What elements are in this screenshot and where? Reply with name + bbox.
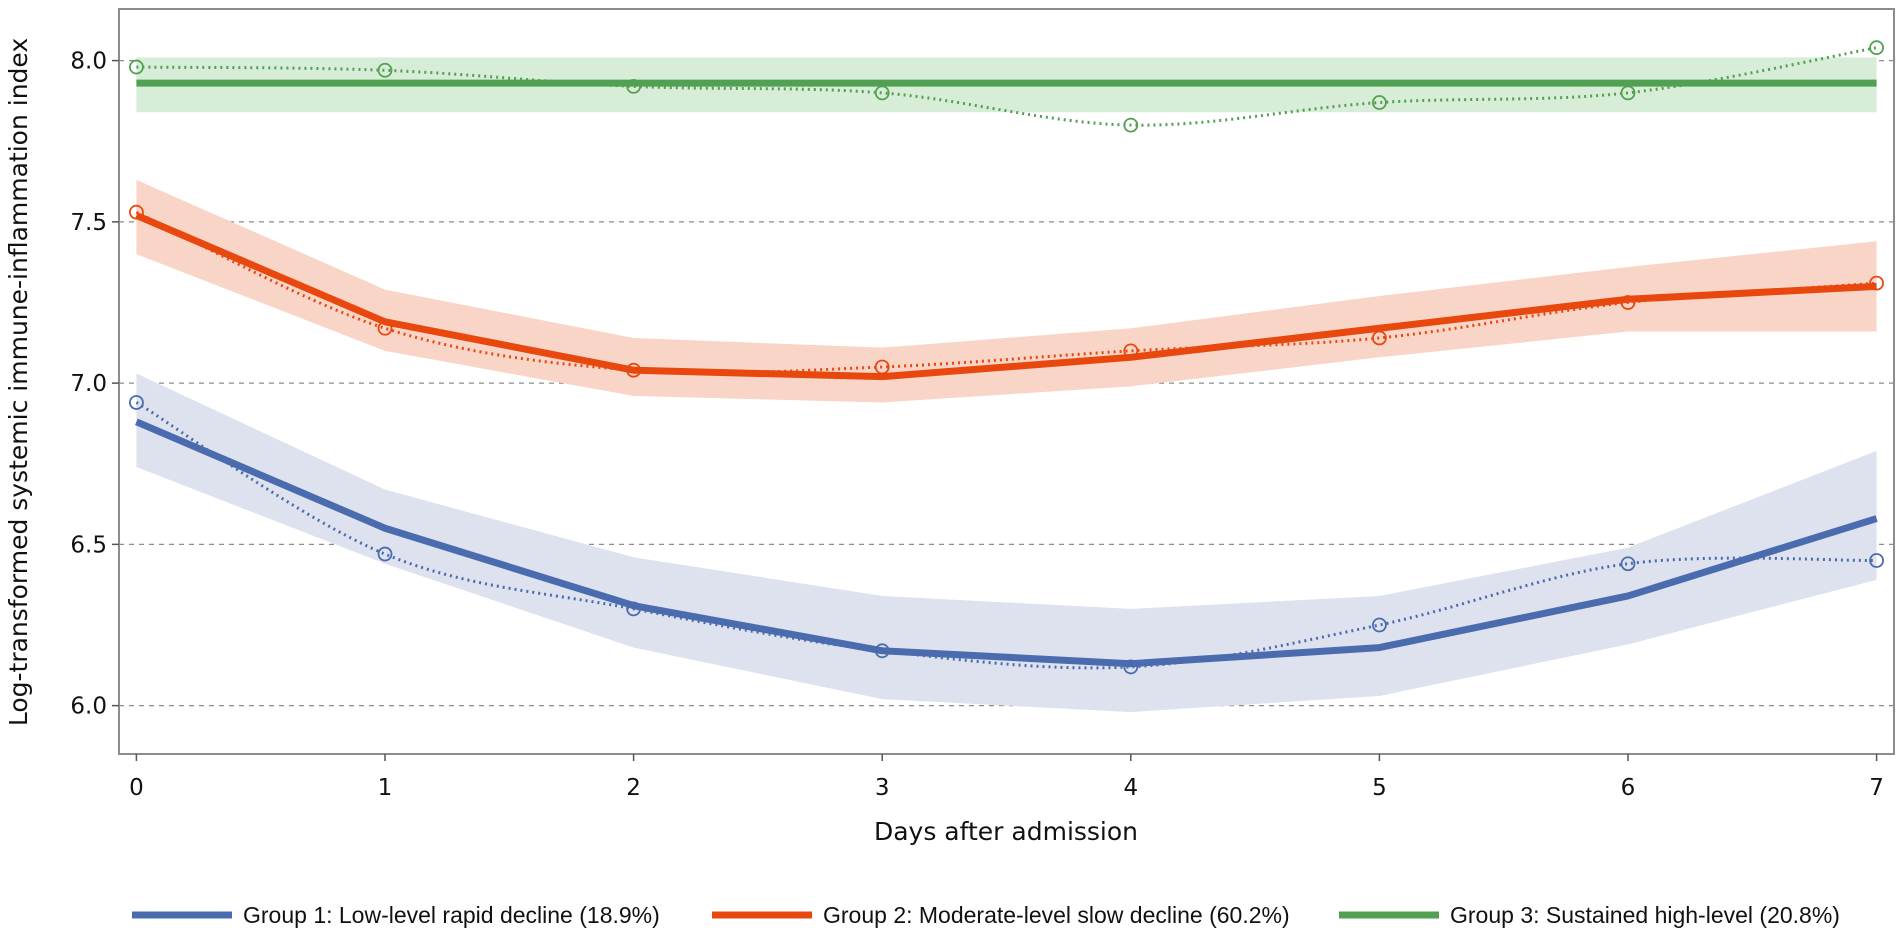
y-tick-label: 6.5: [70, 532, 107, 558]
x-tick-label: 5: [1372, 775, 1387, 801]
y-axis-title: Log-transformed systemic immune-inflamma…: [4, 38, 33, 726]
observed-series: [129, 40, 1884, 675]
legend: Group 1: Low-level rapid decline (18.9%)…: [132, 902, 1840, 928]
x-tick-label: 1: [378, 775, 393, 801]
group-1-ci-band: [136, 373, 1877, 713]
fitted-series: [135, 79, 1878, 668]
group-2-ci-band: [136, 179, 1877, 403]
x-tick-label: 7: [1869, 775, 1884, 801]
group-3-observed-point: [1869, 40, 1884, 56]
group-2-fitted-line: [135, 212, 1877, 381]
group-1-observed-point: [1869, 553, 1884, 568]
x-tick-label: 4: [1123, 775, 1138, 801]
group-3-observed-point: [1123, 117, 1139, 133]
group-3-observed-point: [129, 59, 144, 75]
legend-label-group-2: Group 2: Moderate-level slow decline (60…: [823, 902, 1290, 928]
x-tick-label: 0: [129, 775, 144, 801]
plot-frame: [118, 8, 1895, 755]
y-tick-label: 8.0: [70, 49, 107, 75]
group-1-observed-point: [377, 546, 393, 562]
group-3-observed-line: [136, 46, 1877, 127]
confidence-bands: [136, 57, 1877, 713]
legend-label-group-1: Group 1: Low-level rapid decline (18.9%): [243, 902, 660, 928]
x-tick-label: 3: [875, 775, 890, 801]
group-3-observed-point: [377, 62, 393, 78]
x-tick-label: 2: [626, 775, 641, 801]
y-tick-label: 7.5: [70, 210, 107, 236]
x-tick-label: 6: [1621, 775, 1636, 801]
group-3-observed-point: [1371, 95, 1387, 110]
y-tick-label: 7.0: [70, 371, 107, 397]
y-tick-label: 6.0: [70, 694, 107, 720]
group-1-observed-point: [1371, 617, 1387, 633]
legend-label-group-3: Group 3: Sustained high-level (20.8%): [1450, 902, 1840, 928]
x-axis-ticks: 0 1 2 3 4 5 6 7: [129, 754, 1884, 801]
y-axis-ticks: 6.0 6.5 7.0 7.5 8.0: [70, 49, 119, 720]
group-1-observed-point: [1620, 556, 1636, 572]
group-1-observed-point: [129, 395, 144, 410]
x-axis-title: Days after admission: [874, 817, 1138, 846]
group-1-fitted-line: [135, 418, 1878, 668]
